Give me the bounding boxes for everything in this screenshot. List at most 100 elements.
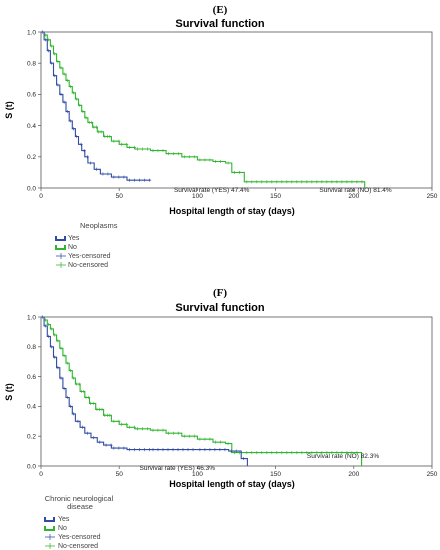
legend-censor-marker-yes-e bbox=[56, 253, 66, 259]
censor-mark-yes-f bbox=[223, 448, 227, 452]
censor-mark-no-f bbox=[108, 413, 112, 417]
censor-mark-no-e bbox=[172, 152, 176, 156]
censor-mark-no-f bbox=[218, 440, 223, 444]
censor-mark-yes-e bbox=[88, 161, 93, 165]
chart-title-e: Survival function bbox=[175, 18, 265, 30]
censor-mark-no-e bbox=[320, 180, 324, 184]
censor-mark-no-e bbox=[62, 72, 66, 76]
censor-mark-yes-e bbox=[147, 178, 152, 182]
censor-mark-yes-e bbox=[85, 155, 89, 159]
legend-label-no-f: No bbox=[58, 525, 67, 532]
x-tick-label-e: 100 bbox=[192, 193, 203, 200]
censor-mark-no-f bbox=[100, 407, 104, 411]
censor-mark-yes-e bbox=[46, 49, 51, 53]
censor-mark-no-f bbox=[151, 428, 155, 432]
censor-mark-no-f bbox=[305, 450, 309, 455]
censor-mark-no-e bbox=[127, 145, 132, 150]
censor-mark-yes-f bbox=[50, 345, 54, 349]
censor-mark-no-f bbox=[315, 450, 319, 455]
censor-mark-no-e bbox=[125, 142, 129, 146]
censor-mark-no-f bbox=[280, 450, 284, 455]
censor-mark-no-f bbox=[117, 419, 121, 423]
x-tick-label-e: 50 bbox=[116, 193, 124, 200]
censor-mark-no-e bbox=[78, 103, 82, 107]
censor-mark-yes-f bbox=[76, 419, 80, 423]
censor-mark-no-e bbox=[355, 180, 359, 184]
y-tick-label-e: 0.8 bbox=[27, 61, 36, 68]
censor-mark-no-e bbox=[255, 180, 259, 184]
censor-mark-yes-f bbox=[208, 448, 212, 452]
censor-mark-yes-f bbox=[186, 448, 190, 452]
censor-mark-no-e bbox=[237, 170, 241, 174]
y-tick-label-e: 0.4 bbox=[27, 123, 36, 130]
censor-mark-no-e bbox=[99, 130, 103, 134]
censor-mark-yes-e bbox=[122, 175, 126, 179]
censor-mark-yes-e bbox=[101, 172, 105, 176]
censor-mark-yes-f bbox=[59, 376, 63, 380]
censor-mark-no-f bbox=[260, 450, 264, 455]
censor-mark-yes-e bbox=[79, 142, 83, 146]
censor-mark-yes-f bbox=[117, 446, 121, 450]
censor-mark-yes-f bbox=[40, 315, 44, 319]
survival-rate-annotation-e: Survival rate (YES) 47.4% bbox=[174, 187, 250, 194]
censor-mark-yes-e bbox=[112, 175, 116, 179]
censor-mark-yes-e bbox=[40, 30, 44, 34]
censor-mark-yes-f bbox=[46, 334, 51, 338]
legend-f bbox=[44, 517, 55, 549]
x-tick-label-f: 250 bbox=[427, 471, 438, 478]
censor-mark-yes-e bbox=[132, 178, 137, 182]
censor-mark-yes-f bbox=[156, 448, 160, 452]
censor-mark-yes-f bbox=[43, 324, 47, 328]
censor-mark-yes-e bbox=[53, 74, 57, 78]
censor-mark-no-e bbox=[203, 158, 207, 162]
censor-mark-no-e bbox=[187, 155, 191, 159]
legend-label-no-e: No bbox=[68, 244, 77, 251]
censor-mark-yes-f bbox=[91, 436, 96, 440]
censor-mark-no-e bbox=[218, 159, 223, 164]
panel-label-f: (F) bbox=[213, 287, 227, 299]
censor-mark-no-f bbox=[192, 434, 196, 438]
censor-mark-yes-f bbox=[213, 448, 217, 452]
censor-mark-yes-f bbox=[112, 446, 116, 450]
censor-mark-yes-f bbox=[53, 355, 57, 359]
censor-mark-yes-f bbox=[62, 386, 66, 391]
censor-mark-no-f bbox=[182, 434, 186, 438]
censor-mark-no-e bbox=[120, 142, 124, 146]
censor-mark-yes-f bbox=[203, 448, 207, 452]
censor-mark-no-f bbox=[226, 442, 230, 446]
censor-mark-no-e bbox=[295, 180, 299, 184]
censor-mark-yes-f bbox=[229, 449, 233, 453]
censor-mark-yes-f bbox=[161, 448, 165, 452]
censor-mark-no-f bbox=[59, 346, 63, 350]
censor-mark-no-e bbox=[345, 180, 349, 184]
censor-mark-yes-f bbox=[198, 448, 202, 452]
censor-mark-no-e bbox=[192, 155, 196, 159]
censor-mark-no-f bbox=[203, 437, 207, 441]
censor-mark-no-e bbox=[315, 180, 319, 184]
legend-title-f: Chronic neurological disease bbox=[45, 494, 115, 511]
censor-mark-yes-f bbox=[68, 404, 73, 408]
legend-title-e: Neoplasms bbox=[80, 221, 118, 230]
censor-mark-no-e bbox=[90, 120, 94, 125]
censor-mark-no-e bbox=[208, 158, 212, 162]
censor-mark-no-e bbox=[75, 97, 79, 101]
chart-title-f: Survival function bbox=[175, 302, 265, 314]
censor-mark-no-e bbox=[68, 85, 73, 89]
censor-mark-no-f bbox=[300, 450, 304, 455]
censor-mark-no-e bbox=[56, 60, 60, 64]
survival-curve-no-f bbox=[41, 316, 363, 466]
plot-frame-f bbox=[40, 316, 433, 467]
censor-mark-no-e bbox=[151, 148, 155, 153]
y-tick-label-e: 0.0 bbox=[27, 185, 36, 192]
censor-mark-no-e bbox=[280, 180, 284, 184]
x-axis-label-e: Hospital length of stay (days) bbox=[169, 206, 295, 216]
censor-mark-yes-e bbox=[95, 167, 99, 171]
censor-mark-no-e bbox=[50, 44, 54, 48]
censor-mark-yes-f bbox=[56, 366, 60, 370]
censor-mark-no-e bbox=[117, 139, 121, 143]
censor-mark-no-f bbox=[310, 450, 314, 455]
censor-mark-yes-f bbox=[65, 395, 69, 400]
censor-mark-no-e bbox=[108, 134, 112, 139]
censor-mark-yes-f bbox=[147, 448, 152, 452]
